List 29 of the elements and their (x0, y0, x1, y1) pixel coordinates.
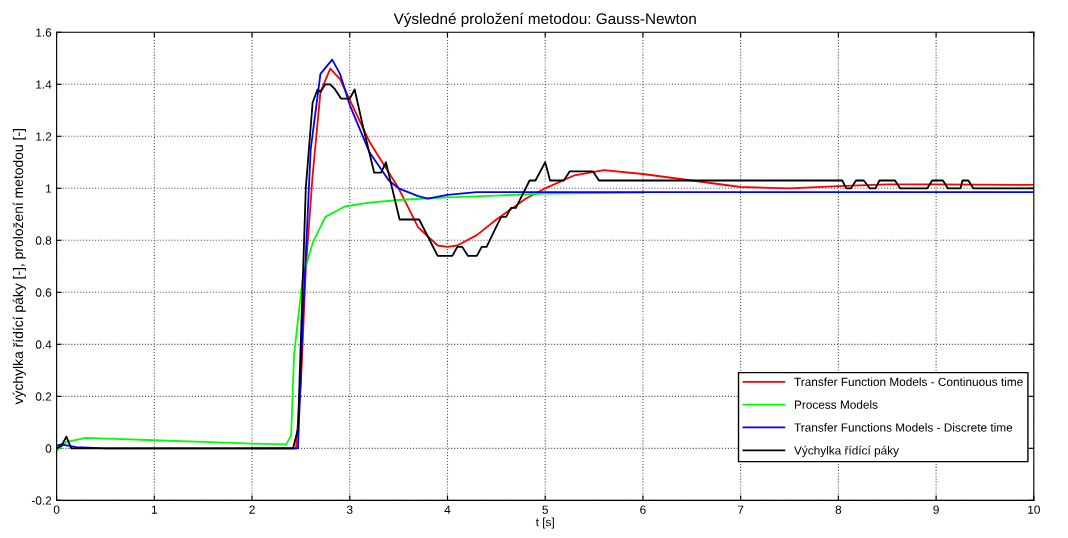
y-tick-label: 1.2 (36, 132, 52, 141)
x-tick-label: 6 (640, 505, 646, 514)
y-tick-label: 0.4 (35, 340, 52, 349)
legend-label: Výchylka řídící páky (794, 445, 899, 457)
x-tick-label: 4 (444, 505, 451, 514)
x-tick-label: 8 (835, 505, 842, 514)
x-tick-label: 9 (933, 505, 939, 514)
x-tick-label: 5 (542, 505, 548, 514)
x-tick-label: 1 (151, 505, 158, 514)
legend-label: Transfer Functions Models - Discrete time (794, 423, 1013, 432)
y-tick-label: 0 (45, 444, 52, 453)
x-tick-label: 2 (249, 505, 255, 514)
y-tick-label: 1.4 (36, 80, 52, 89)
y-axis-title: výchylka řídící páky [-], proložení metodou [-] (12, 129, 26, 405)
x-tick-label: 10 (1028, 505, 1040, 514)
y-tick-label: 1 (46, 184, 52, 193)
chart-title: Výsledné proložení metodou: Gauss-Newton (393, 12, 696, 28)
x-tick-label: 0 (53, 505, 60, 514)
legend-label: Transfer Function Models - Continuous time (794, 377, 1023, 387)
y-tick-label: -0.2 (31, 496, 52, 505)
y-tick-label: 0.2 (35, 392, 52, 401)
y-tick-label: 0.6 (35, 288, 52, 297)
line-series (56, 191, 644, 452)
y-tick-label: 1.6 (36, 28, 52, 37)
x-axis-title: t [s] (535, 517, 554, 529)
x-tick-label: 3 (346, 505, 353, 514)
x-tick-label: 7 (737, 505, 744, 514)
legend-label: Process Models (794, 400, 878, 409)
y-tick-label: 0.8 (35, 236, 52, 245)
